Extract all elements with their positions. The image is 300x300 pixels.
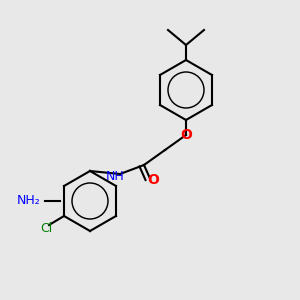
Text: NH₂: NH₂ — [17, 194, 40, 208]
Text: NH: NH — [106, 170, 125, 184]
Text: O: O — [180, 128, 192, 142]
Text: O: O — [147, 173, 159, 187]
Text: Cl: Cl — [40, 221, 52, 235]
